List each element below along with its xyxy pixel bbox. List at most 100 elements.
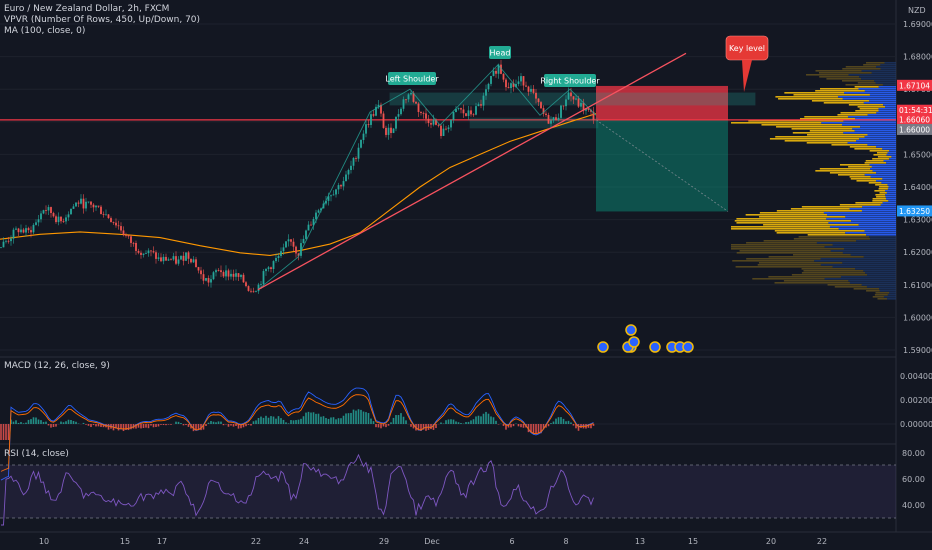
candle-body — [167, 259, 170, 261]
right-shoulder-label: Right Shoulder — [540, 74, 600, 87]
candle-body — [582, 102, 585, 111]
vp-bar-down — [882, 178, 896, 180]
macd-histogram-bar — [250, 424, 252, 426]
macd-histogram-bar — [402, 416, 405, 424]
macd-histogram-bar — [285, 422, 287, 424]
candle-body — [120, 226, 122, 231]
macd-histogram-bar — [177, 421, 180, 424]
vp-bar-up — [842, 68, 881, 70]
vp-bar-up — [811, 100, 870, 102]
candle-body — [162, 256, 165, 262]
candle-body — [447, 127, 450, 130]
vp-bar-down — [861, 210, 896, 212]
macd-histogram-bar — [255, 420, 257, 424]
vp-bar-down — [823, 212, 896, 214]
symbol-title[interactable]: Euro / New Zealand Dollar, 2h, FXCM — [4, 4, 170, 14]
macd-histogram-bar — [405, 420, 407, 424]
head-label-text: Head — [490, 49, 511, 58]
macd-histogram-bar — [340, 418, 342, 424]
time-tick-label: 8 — [563, 537, 568, 546]
candle-body — [85, 201, 87, 209]
left-shoulder-label-text: Left Shoulder — [385, 75, 439, 84]
candle-body — [227, 270, 230, 277]
price-tick-label: 1.60000 — [903, 313, 932, 322]
vp-bar-up — [809, 130, 855, 132]
price-tick-label: 1.59000 — [903, 346, 932, 355]
vp-bar-up — [845, 66, 876, 68]
vp-bar-up — [819, 76, 860, 78]
macd-histogram-bar — [552, 421, 555, 424]
macd-histogram-bar — [290, 420, 292, 424]
vp-bar-up — [831, 144, 868, 146]
vp-bar-down — [858, 88, 896, 90]
macd-histogram-bar — [20, 422, 22, 424]
candle-body — [225, 270, 227, 277]
vp-bar-down — [845, 216, 896, 218]
candle-body — [92, 204, 95, 208]
candle-body — [485, 89, 487, 96]
vp-bar-up — [731, 244, 833, 246]
vp-bar-up — [866, 62, 885, 64]
macd-histogram-bar — [472, 419, 475, 424]
candle-body — [490, 75, 492, 84]
vp-bar-up — [823, 102, 864, 104]
macd-histogram-bar — [160, 424, 162, 425]
macd-histogram-bar — [175, 421, 177, 424]
time-tick-label: 17 — [157, 537, 167, 546]
macd-histogram-bar — [147, 424, 150, 429]
macd-histogram-bar — [40, 420, 42, 424]
macd-histogram-bar — [530, 424, 532, 433]
vp-bar-up — [784, 140, 857, 142]
candle-body — [55, 216, 57, 223]
candle-body — [112, 222, 115, 223]
candle-body — [252, 291, 255, 293]
candle-body — [72, 206, 75, 209]
vp-bar-up — [850, 178, 883, 180]
vp-bar-down — [832, 244, 896, 246]
vp-bar-down — [842, 124, 896, 126]
vp-bar-up — [857, 82, 876, 84]
macd-indicator-label[interactable]: MACD (12, 26, close, 9) — [4, 361, 110, 371]
vp-bar-up — [839, 204, 881, 206]
vp-bar-up — [849, 176, 871, 178]
price-badge — [897, 205, 932, 217]
vp-bar-up — [792, 132, 844, 134]
event-icon — [625, 324, 637, 336]
vp-bar-down — [863, 102, 896, 104]
candle-body — [25, 228, 27, 233]
vp-bar-down — [867, 274, 896, 276]
vp-bar-up — [735, 266, 833, 268]
vp-bar-up — [815, 90, 865, 92]
vp-bar-down — [880, 204, 896, 206]
candle-body — [570, 92, 572, 97]
candle-body — [507, 87, 510, 89]
candle-body — [222, 272, 225, 277]
rsi-indicator-label[interactable]: RSI (14, close) — [4, 449, 69, 459]
price-tick-label: 1.61000 — [903, 281, 932, 290]
macd-histogram-bar — [42, 421, 45, 424]
macd-histogram-bar — [562, 418, 565, 424]
ma-indicator-label[interactable]: MA (100, close, 0) — [4, 26, 86, 36]
candle-body — [365, 124, 367, 134]
macd-histogram-bar — [305, 412, 307, 424]
vpvr-indicator-label[interactable]: VPVR (Number Of Rows, 450, Up/Down, 70) — [4, 15, 201, 25]
macd-histogram-bar — [547, 424, 550, 427]
macd-histogram-bar — [262, 417, 265, 424]
pattern-zigzag — [257, 64, 597, 291]
candle-body — [532, 88, 535, 93]
macd-histogram-bar — [82, 422, 85, 424]
candle-body — [420, 111, 422, 113]
candle-body — [100, 206, 102, 215]
macd-histogram-bar — [372, 421, 375, 424]
macd-histogram-bar — [275, 418, 277, 424]
macd-histogram-bar — [237, 424, 240, 429]
candle-body — [375, 106, 377, 116]
candle-body — [240, 274, 242, 277]
macd-histogram-bar — [150, 424, 152, 426]
event-icon — [682, 341, 694, 353]
macd-histogram-bar — [90, 424, 92, 428]
vp-bar-down — [832, 266, 896, 268]
macd-histogram-bar — [232, 424, 235, 427]
macd-histogram-bar — [492, 417, 495, 424]
